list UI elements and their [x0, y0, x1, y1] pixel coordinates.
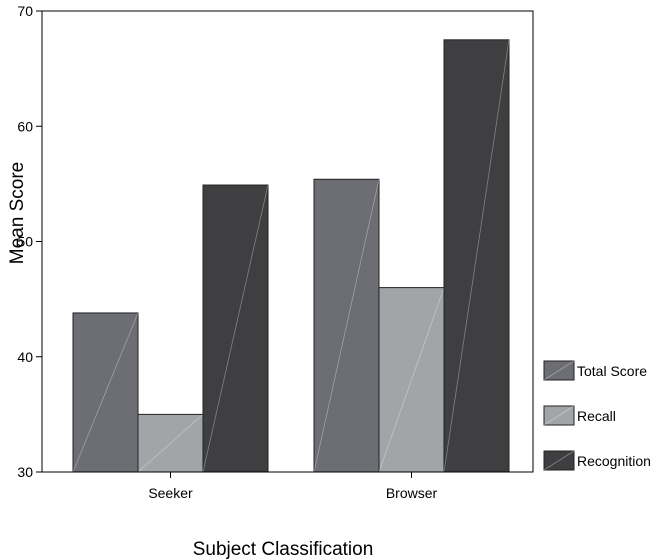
y-axis-ticks: 30 40 50 60 70	[17, 3, 42, 480]
bar-shading-line	[137, 414, 204, 473]
bar-shading-line	[313, 179, 380, 473]
y-tick-label: 70	[17, 3, 33, 19]
bar-shading-line	[443, 39, 510, 473]
y-tick-label: 50	[17, 234, 33, 250]
y-axis-title: Mean Score	[7, 162, 28, 264]
bar-shading-line	[378, 287, 445, 473]
bar-recognition-seeker	[202, 184, 269, 473]
bar-shading-line	[202, 184, 269, 473]
bars-group	[72, 39, 510, 473]
legend: Total Score Recall Recognition	[543, 360, 651, 471]
legend-swatch-recognition	[543, 450, 575, 471]
bar-recall-seeker	[137, 413, 204, 473]
legend-swatch-total-score	[543, 360, 575, 381]
legend-swatch-recall	[543, 405, 575, 426]
bar-total-score-seeker	[72, 312, 139, 473]
legend-label-recognition: Recognition	[577, 453, 651, 469]
legend-swatch-shading	[543, 405, 575, 426]
y-tick-label: 30	[17, 464, 33, 480]
bar-shading-line	[72, 312, 139, 473]
legend-swatch-shading	[543, 450, 575, 471]
x-axis-ticks: Seeker Browser	[148, 472, 438, 501]
legend-label-total-score: Total Score	[577, 363, 647, 379]
y-tick-label: 40	[17, 349, 33, 365]
x-axis-title: Subject Classification	[193, 539, 374, 560]
bar-recognition-browser	[443, 39, 510, 473]
x-tick-label-browser: Browser	[386, 485, 438, 501]
plot-frame	[41, 10, 534, 473]
x-tick-label-seeker: Seeker	[148, 485, 193, 501]
legend-label-recall: Recall	[577, 408, 616, 424]
legend-swatch-shading	[543, 360, 575, 381]
bar-recall-browser	[378, 287, 445, 473]
y-tick-label: 60	[17, 118, 33, 134]
bar-total-score-browser	[313, 178, 380, 473]
